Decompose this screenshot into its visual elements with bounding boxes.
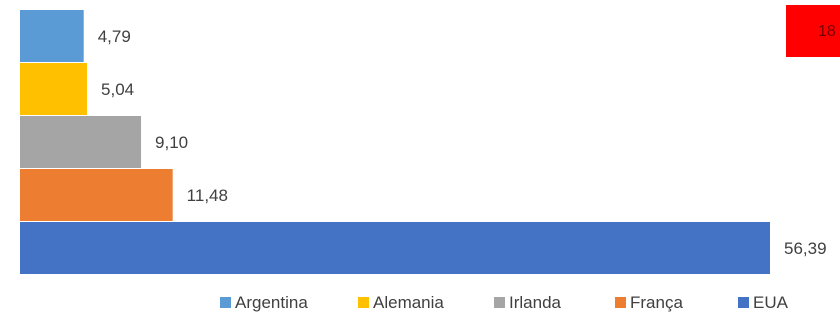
legend-label-irlanda: Irlanda: [509, 293, 562, 312]
legend-label-frança: França: [630, 293, 683, 312]
bars-group: [20, 10, 770, 274]
value-labels-group: 4,79 5,04 9,10 11,48 56,39: [98, 27, 827, 258]
legend-swatch-irlanda: [494, 297, 505, 308]
value-label-irlanda: 9,10: [155, 133, 188, 152]
bar-irlanda: [20, 116, 142, 168]
legend-label-eua: EUA: [753, 293, 789, 312]
value-label-eua: 56,39: [784, 239, 827, 258]
bar-argentina: [20, 10, 84, 62]
badge-rect: [786, 5, 840, 57]
bar-alemania: [20, 63, 88, 115]
value-label-alemania: 5,04: [101, 80, 134, 99]
legend-label-argentina: Argentina: [235, 293, 308, 312]
legend: Argentina Alemania Irlanda França EUA: [220, 293, 789, 312]
value-label-argentina: 4,79: [98, 27, 131, 46]
legend-swatch-frança: [615, 297, 626, 308]
cropped-badge: 18: [786, 5, 840, 57]
bar-frança: [20, 169, 173, 221]
value-label-frança: 11,48: [187, 186, 228, 205]
legend-swatch-eua: [738, 297, 749, 308]
legend-label-alemania: Alemania: [373, 293, 444, 312]
legend-swatch-alemania: [358, 297, 369, 308]
bar-eua: [20, 222, 770, 274]
legend-swatch-argentina: [220, 297, 231, 308]
badge-text: 18: [818, 23, 836, 40]
